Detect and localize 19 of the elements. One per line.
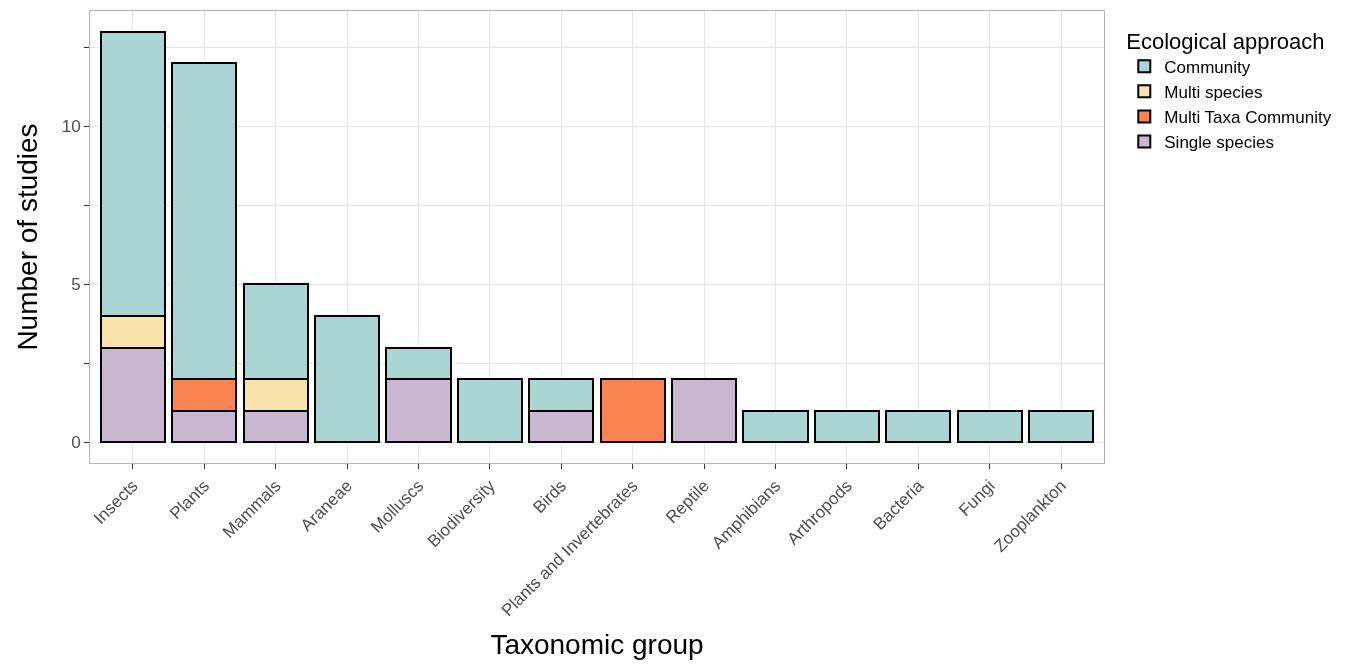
legend-label: Single species	[1164, 133, 1274, 153]
bar	[456, 378, 524, 444]
legend-label: Multi species	[1164, 82, 1263, 102]
bar	[670, 378, 738, 444]
y-tick-label: 5	[71, 275, 81, 295]
y-tick-label: 0	[71, 433, 81, 453]
legend-label: Multi Taxa Community	[1164, 108, 1332, 128]
y-tick-label: 10	[61, 117, 81, 137]
legend-label: Community	[1164, 57, 1251, 77]
legend-title: Ecological approach	[1126, 28, 1325, 54]
bar	[885, 409, 952, 444]
bar	[313, 315, 381, 444]
bar	[1028, 409, 1095, 444]
bar	[742, 409, 809, 444]
y-axis-title: Number of studies	[12, 123, 44, 351]
bar	[956, 409, 1023, 444]
bar	[599, 378, 666, 444]
x-axis-title: Taxonomic group	[490, 629, 704, 661]
bar	[813, 409, 881, 444]
